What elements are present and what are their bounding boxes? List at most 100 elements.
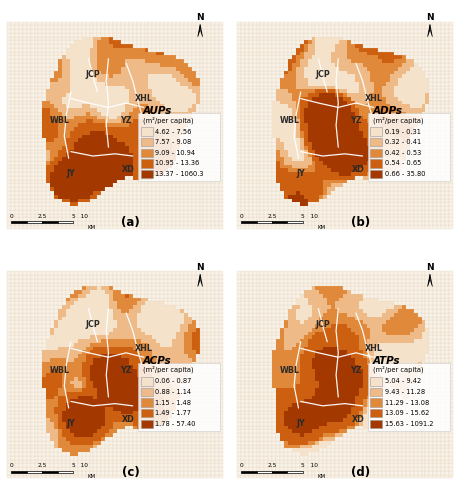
Bar bbox=[409, 100, 413, 104]
Bar bbox=[11, 470, 27, 473]
Bar bbox=[287, 100, 291, 104]
Bar bbox=[350, 78, 354, 82]
Bar bbox=[27, 130, 31, 134]
Bar bbox=[374, 48, 377, 51]
Bar bbox=[420, 324, 425, 328]
Bar bbox=[354, 59, 358, 63]
Bar bbox=[342, 366, 346, 370]
Bar bbox=[121, 328, 125, 332]
Bar bbox=[291, 332, 295, 336]
Bar bbox=[448, 346, 452, 350]
Bar bbox=[58, 130, 62, 134]
Bar bbox=[283, 90, 287, 93]
Bar bbox=[397, 324, 401, 328]
Bar bbox=[236, 154, 240, 157]
Bar bbox=[54, 198, 58, 202]
Bar bbox=[22, 184, 27, 187]
Bar bbox=[417, 108, 420, 112]
Bar bbox=[260, 309, 264, 313]
Bar bbox=[191, 44, 195, 48]
Bar bbox=[323, 74, 326, 78]
Bar bbox=[330, 467, 334, 471]
Bar bbox=[184, 120, 187, 123]
Bar bbox=[350, 422, 354, 426]
Bar bbox=[215, 272, 219, 275]
Bar bbox=[78, 112, 82, 116]
Bar bbox=[22, 210, 27, 214]
Bar bbox=[283, 336, 287, 339]
Bar bbox=[187, 168, 191, 172]
Bar bbox=[428, 324, 432, 328]
Bar bbox=[417, 384, 420, 388]
Bar bbox=[275, 279, 280, 282]
Bar bbox=[148, 320, 152, 324]
Bar bbox=[207, 388, 211, 392]
Bar bbox=[74, 332, 78, 336]
Bar bbox=[437, 187, 440, 191]
Bar bbox=[121, 120, 125, 123]
Bar bbox=[444, 298, 448, 302]
Bar bbox=[133, 339, 136, 343]
Bar bbox=[323, 138, 326, 142]
Bar bbox=[369, 148, 381, 157]
Bar bbox=[350, 161, 354, 164]
Bar bbox=[203, 452, 207, 456]
Bar bbox=[448, 434, 452, 437]
Bar bbox=[342, 279, 346, 282]
Bar bbox=[58, 444, 62, 448]
Bar bbox=[420, 225, 425, 228]
Bar bbox=[164, 180, 168, 184]
Bar bbox=[50, 336, 54, 339]
Bar bbox=[27, 332, 31, 336]
Bar bbox=[50, 388, 54, 392]
Bar bbox=[303, 392, 307, 396]
Bar bbox=[27, 324, 31, 328]
Bar bbox=[295, 437, 299, 441]
Bar bbox=[105, 66, 109, 70]
Bar bbox=[385, 370, 389, 373]
Bar bbox=[70, 313, 74, 316]
Bar bbox=[236, 418, 240, 422]
Bar bbox=[369, 90, 374, 93]
Bar bbox=[338, 97, 342, 100]
Bar bbox=[187, 373, 191, 377]
Bar bbox=[432, 157, 437, 161]
Bar bbox=[303, 127, 307, 130]
Bar bbox=[420, 78, 425, 82]
Bar bbox=[362, 123, 366, 127]
Bar bbox=[256, 418, 260, 422]
Bar bbox=[148, 403, 152, 407]
Bar bbox=[195, 40, 199, 44]
Bar bbox=[420, 26, 425, 29]
Bar bbox=[334, 194, 338, 198]
Bar bbox=[268, 294, 272, 298]
Bar bbox=[303, 306, 307, 309]
Bar bbox=[448, 191, 452, 194]
Bar bbox=[90, 78, 93, 82]
Bar bbox=[358, 434, 362, 437]
Bar bbox=[39, 362, 42, 366]
Bar bbox=[7, 90, 11, 93]
Bar bbox=[152, 350, 156, 354]
Bar bbox=[272, 157, 275, 161]
Bar bbox=[58, 474, 62, 478]
Bar bbox=[11, 116, 15, 119]
Bar bbox=[287, 187, 291, 191]
Bar bbox=[121, 392, 125, 396]
Bar bbox=[54, 392, 58, 396]
Bar bbox=[136, 290, 140, 294]
Bar bbox=[191, 214, 195, 218]
Bar bbox=[82, 29, 85, 33]
Bar bbox=[425, 282, 428, 286]
Bar bbox=[244, 362, 248, 366]
Bar bbox=[440, 198, 444, 202]
Bar bbox=[19, 430, 22, 434]
Bar bbox=[338, 36, 342, 40]
Bar bbox=[444, 59, 448, 63]
Bar bbox=[172, 104, 176, 108]
Bar bbox=[319, 90, 323, 93]
Bar bbox=[39, 112, 42, 116]
Bar bbox=[54, 294, 58, 298]
Bar bbox=[74, 392, 78, 396]
Bar bbox=[85, 123, 90, 127]
